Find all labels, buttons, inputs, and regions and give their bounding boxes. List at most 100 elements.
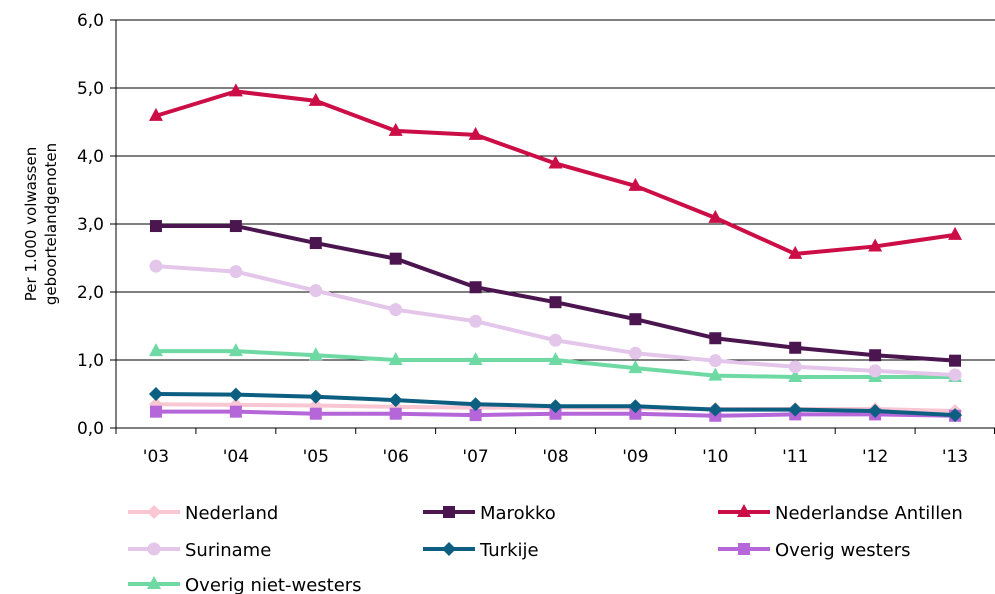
data-point [309,284,323,298]
legend-label: Nederland [185,503,278,524]
data-point [148,343,163,357]
x-tick-label: '03 [143,447,169,467]
y-tick-label: 0,0 [77,419,104,439]
legend-item-nederland: Nederland [128,503,278,524]
legend-swatch-marker [147,505,161,519]
y-tick-label: 6,0 [77,11,104,31]
y-tick-label: 3,0 [77,215,104,235]
data-point [788,245,803,259]
data-point [388,122,403,136]
data-point [389,407,402,420]
legend-swatch-marker [737,504,751,517]
data-point [149,259,163,273]
series-turkije [148,387,963,423]
series-suriname [149,259,962,382]
data-point [149,220,162,233]
data-point [229,265,243,279]
series-marokko [149,220,962,367]
data-point [228,387,243,402]
legend-swatch-marker [443,506,455,518]
x-tick-label: '08 [542,447,568,467]
legend-swatch-marker [147,576,161,589]
legend-swatch-marker [738,543,750,555]
x-tick-label: '07 [462,447,488,467]
legend-swatch-marker [442,542,456,556]
legend-item-overig-westers: Overig westers [718,540,911,561]
x-tick-label: '05 [303,447,329,467]
data-point [548,155,563,169]
x-axis-ticks: '03 '04 '05 '06 '07 '08 '09 '10 '11 '12 '13 [115,428,995,467]
data-point [788,369,803,382]
series-group [148,83,963,423]
legend-item-nederlandse-antillen: Nederlandse Antillen [718,503,963,524]
x-tick-label: '10 [702,447,728,467]
series-overig-niet-westers [148,343,963,382]
data-point [148,387,163,401]
data-point [869,349,882,362]
data-point [949,354,962,367]
data-point [469,409,482,422]
y-tick-label: 5,0 [77,79,104,99]
data-point [788,360,802,374]
legend: Nederland Marokko Nederlandse Antillen Suri… [128,503,963,594]
data-point [708,402,723,417]
y-axis-label-line: Per 1.000 volwassen [22,147,40,301]
x-tick-label: '11 [782,447,808,467]
data-point [628,177,643,191]
data-point [548,352,563,365]
data-point [388,393,403,408]
series-line [155,89,956,256]
y-axis-label-line: geboortelandgenoten [42,143,60,305]
data-point [549,333,562,347]
data-point [309,237,322,250]
data-point [308,347,323,361]
y-tick-label: 4,0 [77,147,104,167]
data-point [308,389,323,404]
data-point [708,209,723,223]
data-point [548,399,563,414]
data-point [629,313,642,326]
data-point [948,226,963,240]
data-point [468,397,483,412]
data-point [468,352,483,365]
data-point [789,341,802,354]
legend-label: Overig westers [775,540,911,561]
series-nederlandse-antillen [148,83,963,259]
data-point [549,296,562,309]
legend-label: Marokko [480,503,556,524]
y-tick-label: 1,0 [77,351,104,371]
data-point [868,364,882,378]
data-point [468,126,483,140]
legend-item-turkije: Turkije [423,540,539,561]
data-point [148,107,163,121]
x-tick-label: '12 [862,447,888,467]
data-point [708,367,723,381]
data-point [469,314,483,328]
axes [115,20,995,429]
data-point [309,407,322,420]
x-tick-label: '09 [622,447,648,467]
data-point [389,303,403,317]
x-tick-label: '06 [383,447,409,467]
x-tick-label: '13 [942,447,968,467]
data-point [229,405,242,418]
data-point [948,368,962,382]
y-axis-ticks: 0,0 1,0 2,0 3,0 4,0 5,0 6,0 [77,11,116,439]
data-point [389,252,402,265]
data-point [868,404,883,418]
legend-label: Overig niet-westers [185,575,362,594]
data-point [388,352,403,365]
data-point [228,83,243,97]
x-tick-label: '04 [223,447,249,467]
gridlines [116,19,995,361]
data-point [788,402,803,417]
legend-item-suriname: Suriname [128,540,271,561]
data-point [709,332,722,345]
legend-item-overig-niet-westers: Overig niet-westers [128,575,362,594]
data-point [229,220,242,233]
data-point [549,407,562,420]
legend-label: Nederlandse Antillen [775,503,963,524]
data-point [228,343,243,357]
legend-swatch-marker [147,542,161,556]
